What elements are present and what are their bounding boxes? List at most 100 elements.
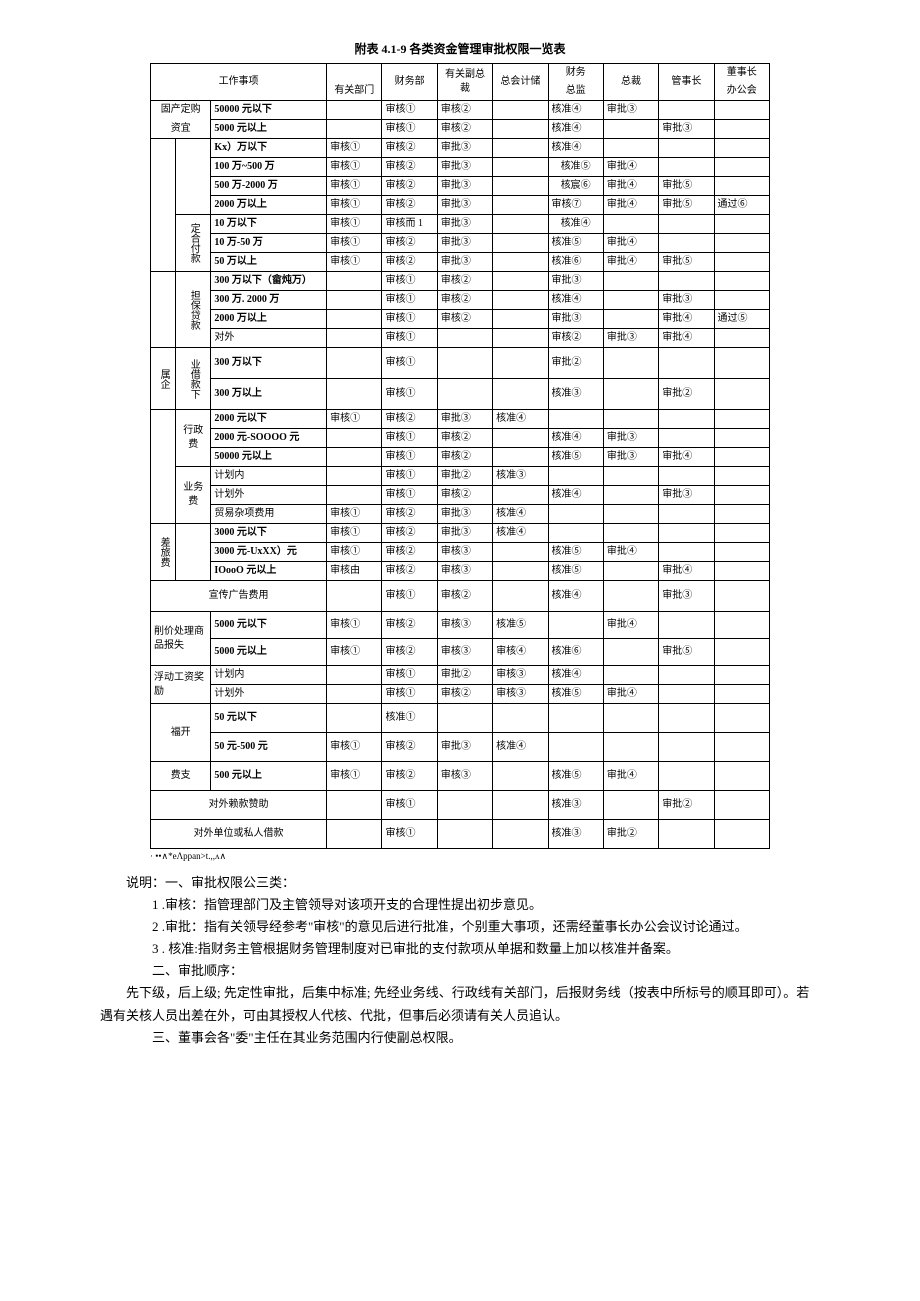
- spacer: [151, 272, 176, 348]
- cell: [327, 329, 382, 348]
- cell: 审核①: [327, 612, 382, 639]
- cell: [493, 272, 548, 291]
- cell: [327, 704, 382, 733]
- cell: 审批⑤: [659, 177, 714, 196]
- cell: 核准④: [548, 581, 603, 612]
- cell: 审核②: [382, 139, 437, 158]
- cell: 审核而 1: [382, 215, 437, 234]
- cell: 审批⑤: [659, 639, 714, 666]
- spacer: [151, 410, 176, 524]
- cell: [603, 379, 658, 410]
- cell-range: 300 万以下: [211, 348, 327, 379]
- cell: [714, 379, 769, 410]
- cell: [714, 524, 769, 543]
- cell: [603, 310, 658, 329]
- cell: 核准④: [548, 101, 603, 120]
- group-expense: 费支: [151, 762, 211, 791]
- cell: 审核①: [382, 101, 437, 120]
- cell: [659, 820, 714, 849]
- cell-range: 计划外: [211, 685, 327, 704]
- cell-range: 贸易杂项费用: [211, 505, 327, 524]
- cell: [437, 379, 492, 410]
- cell: 审批③: [659, 291, 714, 310]
- cell: 审批②: [437, 467, 492, 486]
- cell: 核准③: [548, 379, 603, 410]
- cell: 审核①: [327, 253, 382, 272]
- cell: 审核②: [382, 158, 437, 177]
- cell: [327, 581, 382, 612]
- cell: [493, 101, 548, 120]
- cell: [603, 272, 658, 291]
- table-row: 行政费 2000 元以下 审核①审核②审批③核准④: [151, 410, 770, 429]
- cell: [659, 467, 714, 486]
- table-row: 固产定购 50000 元以下 审核① 审核② 核准④ 审批③: [151, 101, 770, 120]
- cell: 审批③: [659, 120, 714, 139]
- cell: [437, 348, 492, 379]
- cell: 审批⑤: [659, 196, 714, 215]
- cell: 审核③: [437, 762, 492, 791]
- spacer: [176, 139, 211, 215]
- cell: [493, 379, 548, 410]
- cell: [714, 410, 769, 429]
- group-guarantee: 担保贷款: [176, 272, 211, 348]
- table-row: 计划外 审核①审核②核准④审批③: [151, 486, 770, 505]
- cell: 审核②: [437, 310, 492, 329]
- cell: 审核①: [327, 733, 382, 762]
- cell: [493, 762, 548, 791]
- table-row: 贸易杂项费用 审核①审核②审批③核准④: [151, 505, 770, 524]
- cell: 审核①: [382, 467, 437, 486]
- cell: [327, 486, 382, 505]
- cell: 审核②: [382, 543, 437, 562]
- cell: 审核①: [382, 291, 437, 310]
- cell: [714, 429, 769, 448]
- cell: 核准⑤: [548, 158, 603, 177]
- cell: 审批④: [603, 253, 658, 272]
- cell: [327, 310, 382, 329]
- cell-range: 300 万以上: [211, 379, 327, 410]
- cell: [493, 704, 548, 733]
- cell: 核准④: [548, 120, 603, 139]
- cell: 核准④: [548, 291, 603, 310]
- cell: [714, 791, 769, 820]
- cell: [437, 820, 492, 849]
- cell: [659, 429, 714, 448]
- cell: [714, 543, 769, 562]
- cell: [327, 666, 382, 685]
- cell: [493, 562, 548, 581]
- table-row: 50000 元以上 审核①审核②核准⑤审批③审批④: [151, 448, 770, 467]
- header-row: 工作事项 有关部门 财务部 有关副总裁 总会计储 财务 总裁 管事长 董事长: [151, 64, 770, 83]
- col-cfo-l1: 财务: [548, 64, 603, 83]
- cell: 核准④: [493, 505, 548, 524]
- cell: [659, 543, 714, 562]
- cell: [493, 429, 548, 448]
- cell: [714, 704, 769, 733]
- cell: 审核②: [437, 429, 492, 448]
- cell: 核准⑤: [548, 543, 603, 562]
- cell: [659, 505, 714, 524]
- cell-range: 5000 元以上: [211, 120, 327, 139]
- group-fixed-asset-l2: 资宜: [151, 120, 211, 139]
- cell: 核准④: [548, 486, 603, 505]
- table-row: 业务费 计划内 审核①审批②核准③: [151, 467, 770, 486]
- cell: 审核②: [437, 291, 492, 310]
- table-row: 5000 元以上 审核①审核②审核③审核④核准⑥审批⑤: [151, 639, 770, 666]
- cell: 核准④: [548, 429, 603, 448]
- cell: [327, 820, 382, 849]
- cell: [493, 177, 548, 196]
- cell: [714, 762, 769, 791]
- cell: 审核②: [382, 733, 437, 762]
- cell: 审批②: [659, 791, 714, 820]
- cell: [659, 612, 714, 639]
- cell: [493, 215, 548, 234]
- cell: [714, 329, 769, 348]
- cell: 审核②: [437, 272, 492, 291]
- group-fixed-asset-l1: 固产定购: [151, 101, 211, 120]
- cell: 审核②: [437, 685, 492, 704]
- cell: 审核②: [382, 253, 437, 272]
- cell: 核宸⑥: [548, 177, 603, 196]
- cell: [659, 704, 714, 733]
- cell: [437, 329, 492, 348]
- cell: 核准③: [493, 467, 548, 486]
- cell: 核准⑤: [548, 234, 603, 253]
- cell: 审核②: [437, 581, 492, 612]
